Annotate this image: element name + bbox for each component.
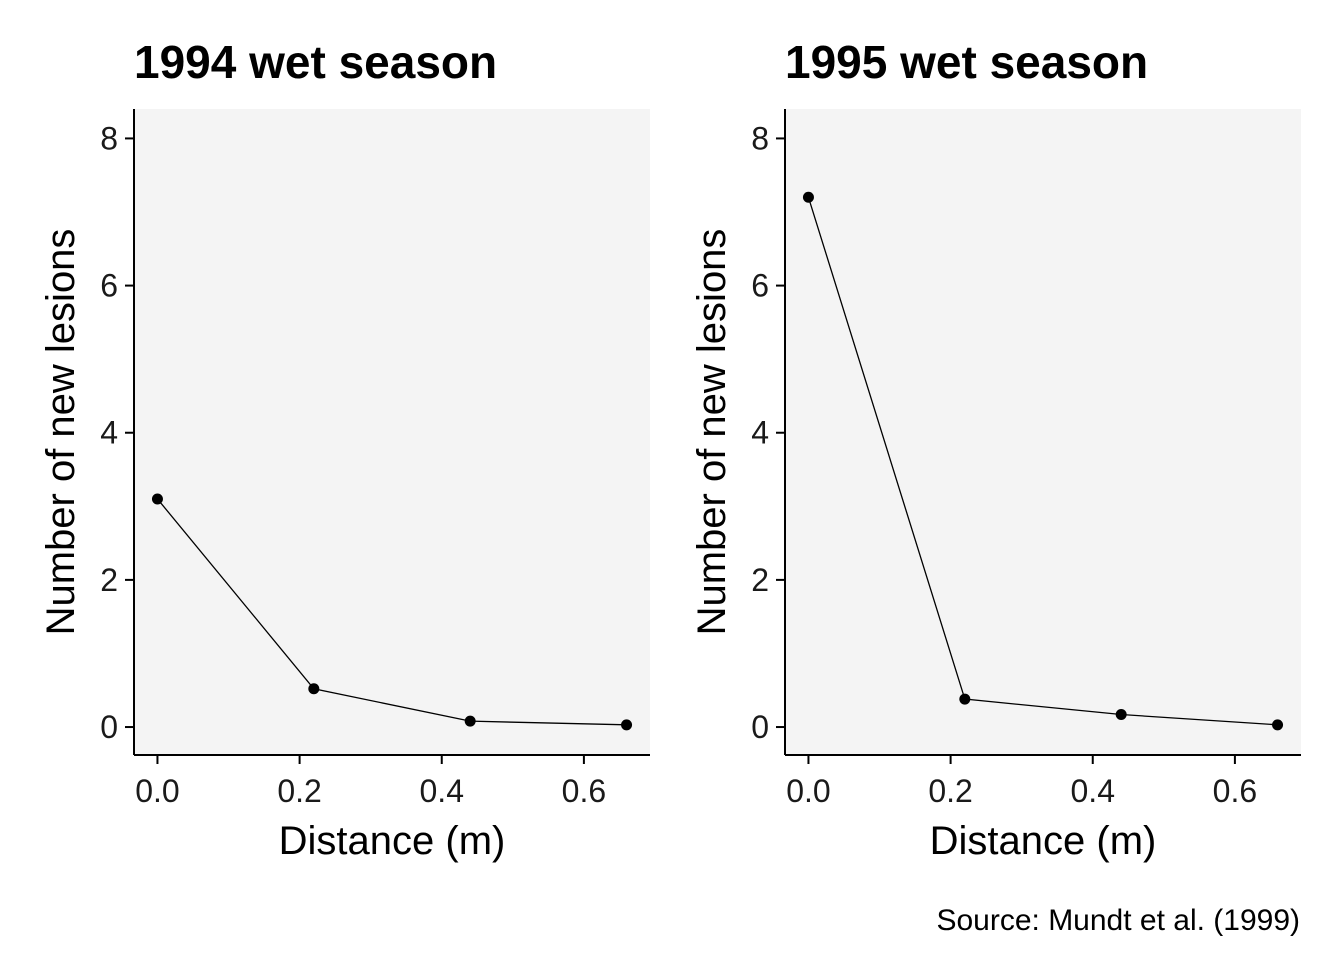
- x-tick-label: 0.4: [420, 773, 464, 809]
- y-tick-label: 6: [100, 268, 118, 304]
- y-tick-label: 8: [751, 120, 769, 156]
- y-tick-label: 2: [100, 562, 118, 598]
- x-tick-label: 0.6: [562, 773, 606, 809]
- x-tick-label: 0.2: [277, 773, 321, 809]
- x-axis-title: Distance (m): [930, 819, 1157, 863]
- data-point: [959, 693, 971, 705]
- x-axis-title: Distance (m): [279, 819, 506, 863]
- source-caption: Source: Mundt et al. (1999): [936, 904, 1300, 937]
- panel-1994: 1994 wet season 0 2 4 6 8 0.0 0.2 0.4 0.6 Distan…: [39, 36, 650, 863]
- data-point: [464, 715, 476, 727]
- plot-area: 0 2 4 6 8 0.0 0.2 0.4 0.6: [100, 109, 650, 809]
- x-tick-label: 0.6: [1213, 773, 1257, 809]
- y-tick-label: 0: [100, 709, 118, 745]
- plot-area: 0 2 4 6 8 0.0 0.2 0.4 0.6: [751, 109, 1301, 809]
- plot-background: [785, 109, 1301, 755]
- y-tick-label: 4: [100, 415, 118, 451]
- y-axis-title: Number of new lesions: [39, 229, 83, 636]
- x-tick-label: 0.0: [786, 773, 830, 809]
- x-tick-label: 0.4: [1071, 773, 1115, 809]
- panel-title: 1994 wet season: [134, 36, 497, 88]
- panel-title: 1995 wet season: [785, 36, 1148, 88]
- y-axis-title: Number of new lesions: [690, 229, 734, 636]
- plot-background: [134, 109, 650, 755]
- x-tick-label: 0.0: [135, 773, 179, 809]
- data-point: [621, 719, 633, 731]
- data-point: [1115, 709, 1127, 721]
- y-tick-label: 2: [751, 562, 769, 598]
- data-point: [802, 191, 814, 203]
- y-tick-label: 0: [751, 709, 769, 745]
- panel-1995: 1995 wet season 0 2 4 6 8 0.0 0.2 0.4 0.6 Distan…: [690, 36, 1301, 863]
- data-point: [1272, 719, 1284, 731]
- x-tick-label: 0.2: [928, 773, 972, 809]
- series-line: [807, 197, 1278, 726]
- series-line: [156, 498, 627, 726]
- y-tick-label: 6: [751, 268, 769, 304]
- data-point: [308, 683, 320, 695]
- y-tick-label: 4: [751, 415, 769, 451]
- data-point: [151, 493, 163, 505]
- y-tick-label: 8: [100, 120, 118, 156]
